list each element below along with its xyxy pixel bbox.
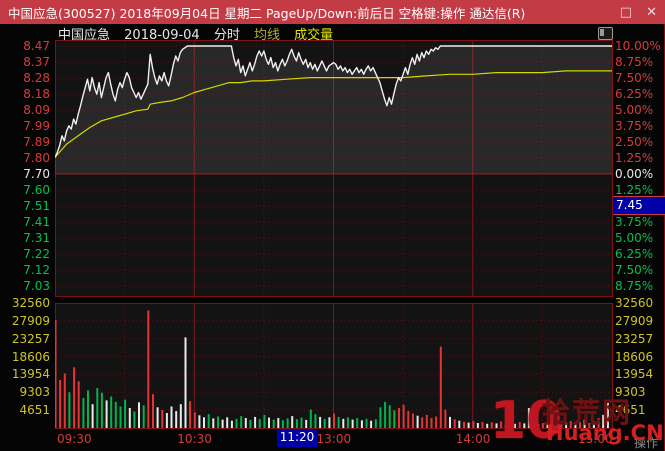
time-axis-label: 10:30 — [177, 432, 212, 446]
axis-label: 7.22 — [23, 247, 50, 261]
axis-label: 7.51 — [23, 199, 50, 213]
maximize-icon[interactable]: □ — [619, 4, 633, 20]
axis-label: 6.25% — [615, 87, 654, 101]
axis-label: 32560 — [615, 296, 654, 310]
time-axis-label: 09:30 — [57, 432, 92, 446]
axis-label: 2.50% — [615, 135, 654, 149]
time-axis-label: 15:00 — [578, 432, 613, 446]
axis-label: 27909 — [615, 313, 654, 328]
axis-label: 7.12 — [23, 263, 50, 277]
axis-label: 8.28 — [23, 71, 50, 85]
axis-label: 8.47 — [23, 39, 50, 53]
axis-label: 3.75% — [615, 119, 654, 133]
time-axis-label: 14:00 — [455, 432, 491, 446]
axis-label: 27909 — [11, 313, 50, 328]
axis-label: 32560 — [11, 296, 50, 310]
axis-label: 4651 — [19, 403, 50, 418]
axis-label: 8.37 — [23, 55, 50, 69]
window-title: 中国应急(300527) 2018年09月04日 星期二 PageUp/Down… — [8, 5, 526, 21]
axis-label: 13954 — [11, 367, 50, 382]
axis-label: 1.25% — [615, 183, 654, 197]
close-icon[interactable]: ✕ — [646, 4, 657, 20]
axis-label: 9303 — [19, 385, 50, 400]
axis-label: 0.00% — [615, 167, 654, 181]
axis-label: 7.41 — [23, 215, 50, 229]
chart-date: 2018-09-04 — [124, 28, 200, 43]
axis-label: 8.09 — [23, 103, 50, 117]
legend-avg-line[interactable]: 均线 — [254, 28, 281, 43]
axis-label: 18606 — [615, 349, 654, 364]
price-chart[interactable] — [55, 40, 613, 297]
axis-label: 5.00% — [615, 231, 654, 245]
axis-label: 23257 — [615, 331, 654, 346]
cursor-price-badge: 7.45 — [613, 196, 665, 215]
stock-name: 中国应急 — [58, 28, 111, 43]
legend-volume[interactable]: 成交量 — [294, 28, 334, 43]
axis-label: 4651 — [615, 403, 646, 418]
axis-label: 18606 — [11, 349, 50, 364]
axis-label: 9303 — [615, 385, 646, 400]
cursor-time-badge: 11:20 — [277, 429, 317, 447]
axis-label: 8.75% — [615, 279, 654, 293]
time-axis-label: 13:00 — [316, 432, 352, 446]
chart-header: 中国应急 2018-09-04 分时 均线 成交量 — [0, 24, 665, 43]
panel-layout-icon[interactable] — [598, 27, 613, 40]
axis-label: 7.50% — [615, 71, 654, 85]
axis-label: 8.18 — [23, 87, 50, 101]
axis-label: 7.03 — [23, 279, 50, 293]
axis-label: 7.80 — [23, 151, 50, 165]
axis-label: 7.89 — [23, 135, 50, 149]
axis-label: 7.70 — [23, 167, 50, 181]
axis-label: 6.25% — [615, 247, 654, 261]
volume-chart[interactable] — [55, 303, 613, 429]
axis-label: 13954 — [615, 367, 654, 382]
axis-label: 1.25% — [615, 151, 654, 165]
chart-type-label[interactable]: 分时 — [213, 28, 240, 43]
axis-label: 7.31 — [23, 231, 50, 245]
titlebar[interactable]: 中国应急(300527) 2018年09月04日 星期二 PageUp/Down… — [0, 0, 665, 24]
axis-label: 7.50% — [615, 263, 654, 277]
axis-label: 5.00% — [615, 103, 654, 117]
axis-label: 23257 — [11, 331, 50, 346]
axis-label: 8.75% — [615, 55, 654, 69]
axis-label: 3.75% — [615, 215, 654, 229]
axis-label: 10.00% — [615, 39, 661, 53]
status-hint: 操作 — [633, 436, 658, 450]
axis-label: 7.60 — [23, 183, 50, 197]
axis-label: 7.99 — [23, 119, 50, 133]
